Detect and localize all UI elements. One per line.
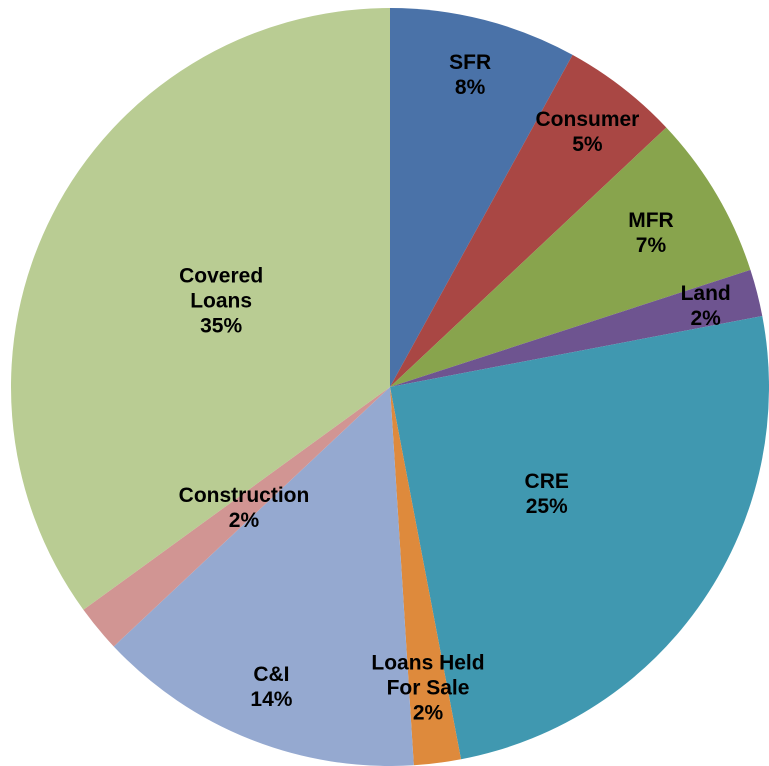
pie-slice bbox=[83, 387, 390, 647]
value-label: 7% bbox=[635, 233, 667, 257]
value-label: 5% bbox=[572, 133, 603, 157]
pie-slice bbox=[390, 269, 763, 387]
category-label: Covered Loans bbox=[179, 264, 264, 313]
slice-label: Land 2% bbox=[681, 281, 731, 331]
value-label: 2% bbox=[228, 508, 260, 532]
pie-slice bbox=[390, 387, 462, 766]
pie-slice bbox=[10, 8, 391, 610]
pie-slice bbox=[390, 127, 751, 388]
slice-label: Covered Loans 35% bbox=[161, 263, 281, 338]
value-label: 35% bbox=[200, 314, 243, 338]
slice-label: SFR 8% bbox=[449, 50, 491, 100]
pie-slice bbox=[390, 54, 667, 388]
slice-label: Loans Held For Sale 2% bbox=[361, 650, 496, 725]
value-label: 2% bbox=[412, 701, 444, 725]
category-label: Land bbox=[680, 281, 731, 305]
slice-label: C&I 14% bbox=[250, 662, 292, 712]
pie-slice bbox=[113, 387, 414, 766]
category-label: C&I bbox=[253, 662, 290, 686]
value-label: 25% bbox=[525, 494, 568, 518]
slice-label: MFR 7% bbox=[628, 208, 674, 258]
slice-label: Construction 2% bbox=[179, 483, 310, 533]
slice-label: CRE 25% bbox=[525, 469, 569, 519]
value-label: 14% bbox=[250, 687, 293, 711]
value-label: 2% bbox=[690, 306, 721, 330]
category-label: CRE bbox=[524, 469, 569, 493]
pie-slice bbox=[390, 8, 573, 387]
category-label: SFR bbox=[449, 50, 492, 74]
pie-slice bbox=[390, 315, 769, 760]
value-label: 8% bbox=[454, 75, 486, 99]
category-label: Construction bbox=[178, 483, 310, 507]
category-label: MFR bbox=[628, 208, 674, 232]
category-label: Loans Held For Sale bbox=[371, 651, 485, 700]
slice-label: Consumer 5% bbox=[536, 107, 640, 157]
category-label: Consumer bbox=[535, 108, 640, 132]
